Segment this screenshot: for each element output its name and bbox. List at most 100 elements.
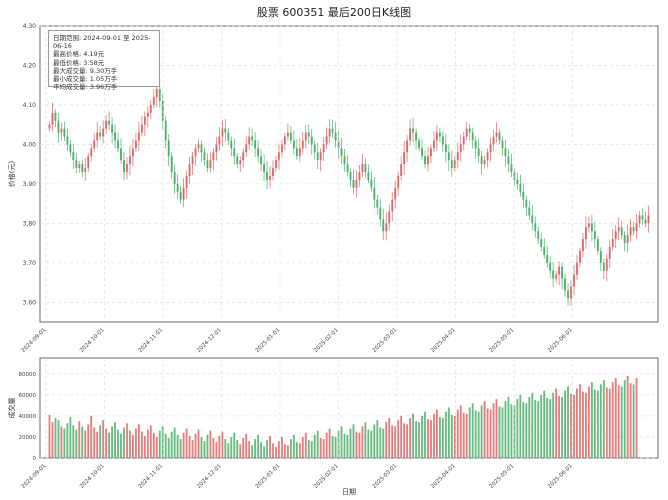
volume-bar bbox=[307, 440, 310, 458]
volume-bar bbox=[534, 400, 537, 458]
candle-body bbox=[596, 239, 599, 251]
volume-bar bbox=[66, 423, 69, 458]
candle-body bbox=[507, 156, 510, 165]
candle-body bbox=[143, 116, 146, 125]
stats-value: 3.96万手 bbox=[89, 83, 118, 92]
volume-bar bbox=[602, 380, 605, 458]
volume-bar bbox=[477, 411, 480, 458]
candle-body bbox=[611, 239, 614, 248]
candle-body bbox=[51, 112, 54, 125]
volume-bar bbox=[400, 415, 403, 458]
volume-bar bbox=[51, 422, 54, 458]
stats-label: 最小成交量 bbox=[53, 75, 86, 84]
stats-value: 2024-09-01 至 2025-06-16 bbox=[53, 34, 151, 51]
volume-bar bbox=[48, 414, 51, 458]
volume-bar bbox=[132, 434, 134, 458]
volume-bar bbox=[346, 434, 349, 458]
volume-bar bbox=[513, 405, 516, 458]
volume-bar bbox=[295, 442, 298, 458]
candle-body bbox=[433, 140, 435, 149]
volume-bar bbox=[149, 425, 152, 458]
volume-tick-label: 0 bbox=[33, 456, 37, 462]
candle-body bbox=[599, 250, 602, 263]
volume-bar bbox=[254, 439, 257, 458]
volume-bar bbox=[123, 427, 125, 458]
volume-bar bbox=[444, 411, 447, 458]
volume-bar bbox=[340, 426, 343, 458]
candle-body bbox=[358, 172, 361, 180]
x-tick-label: 2024-09-01 bbox=[21, 327, 48, 354]
candle-body bbox=[263, 164, 265, 173]
candle-body bbox=[69, 144, 72, 153]
volume-bar bbox=[111, 426, 113, 458]
stats-row: 最低价格: 3.58元 bbox=[53, 58, 105, 67]
volume-bar bbox=[93, 427, 96, 458]
candle-body bbox=[203, 152, 206, 161]
candle-body bbox=[364, 164, 367, 173]
candle-body bbox=[242, 152, 245, 161]
volume-bar bbox=[489, 409, 492, 458]
volume-bar bbox=[385, 422, 388, 458]
volume-bar bbox=[221, 431, 224, 458]
candle-body bbox=[132, 148, 134, 157]
volume-bar bbox=[361, 426, 364, 458]
candle-body bbox=[173, 172, 176, 184]
candle-body bbox=[227, 132, 230, 141]
volume-bar bbox=[134, 428, 137, 458]
volume-bar bbox=[507, 396, 510, 458]
volume-bar bbox=[263, 446, 265, 458]
candle-body bbox=[605, 258, 608, 271]
volume-bar bbox=[632, 384, 635, 458]
volume-bar bbox=[620, 386, 623, 458]
volume-bar bbox=[72, 425, 75, 458]
candle-body bbox=[197, 144, 200, 149]
volume-bar bbox=[561, 396, 564, 458]
candle-body bbox=[394, 187, 397, 200]
volume-bar bbox=[626, 375, 629, 458]
candle-body bbox=[230, 140, 233, 149]
candle-body bbox=[424, 156, 426, 165]
candle-body bbox=[617, 227, 620, 232]
volume-bar bbox=[248, 441, 251, 458]
volume-bar bbox=[334, 436, 337, 458]
x-tick-label: 2025-06-01 bbox=[547, 463, 574, 490]
candle-body bbox=[233, 148, 236, 157]
candle-body bbox=[301, 140, 304, 149]
candle-body bbox=[108, 120, 111, 125]
x-tick-label: 2024-10-01 bbox=[79, 327, 106, 354]
x-tick-label: 2025-04-01 bbox=[430, 463, 457, 490]
candle-body bbox=[325, 136, 328, 145]
candle-body bbox=[272, 168, 274, 176]
x-tick-label: 2024-10-01 bbox=[79, 463, 106, 490]
candle-body bbox=[90, 148, 93, 157]
candle-body bbox=[224, 128, 227, 133]
volume-bar bbox=[379, 427, 382, 458]
candle-body bbox=[391, 199, 394, 212]
volume-bar bbox=[81, 426, 84, 458]
volume-bar bbox=[596, 390, 599, 458]
candle-body bbox=[149, 104, 152, 113]
candle-body bbox=[388, 211, 391, 224]
candle-body bbox=[48, 124, 51, 129]
volume-bar bbox=[108, 432, 111, 458]
candle-body bbox=[468, 128, 471, 133]
candle-body bbox=[474, 140, 477, 149]
volume-bar bbox=[462, 412, 465, 458]
x-tick-label: 2024-12-01 bbox=[196, 463, 223, 490]
volume-bar bbox=[498, 406, 501, 458]
stats-row: 最小成交量: 1.05万手 bbox=[53, 75, 118, 84]
stats-row: 最大成交量: 9.30万手 bbox=[53, 66, 118, 75]
candle-body bbox=[635, 223, 638, 232]
volume-bar bbox=[272, 443, 274, 458]
candle-body bbox=[501, 140, 504, 149]
candle-body bbox=[641, 215, 644, 220]
x-tick-label: 2025-01-01 bbox=[255, 327, 282, 354]
volume-bar bbox=[567, 386, 569, 458]
volume-bar bbox=[358, 432, 361, 458]
volume-bar bbox=[215, 442, 218, 458]
candle-body bbox=[623, 235, 626, 244]
volume-bar bbox=[504, 401, 507, 458]
volume-bar bbox=[167, 438, 170, 458]
candle-body bbox=[194, 148, 197, 157]
candle-body bbox=[215, 144, 218, 153]
